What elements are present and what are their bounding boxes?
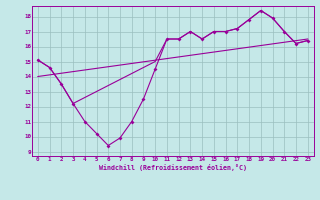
X-axis label: Windchill (Refroidissement éolien,°C): Windchill (Refroidissement éolien,°C) [99, 164, 247, 171]
